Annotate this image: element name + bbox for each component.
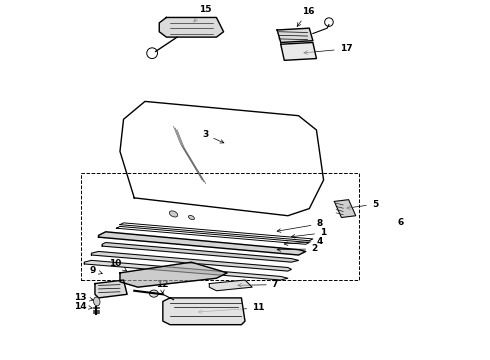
Text: 12: 12 [156, 280, 168, 293]
Ellipse shape [170, 211, 178, 217]
Text: 4: 4 [284, 237, 323, 246]
Text: 11: 11 [198, 303, 265, 314]
Text: 13: 13 [74, 293, 93, 302]
Polygon shape [120, 262, 227, 287]
Polygon shape [209, 280, 252, 291]
Polygon shape [92, 251, 292, 271]
Text: 5: 5 [347, 200, 378, 210]
Text: 6: 6 [397, 219, 404, 228]
Bar [81, 173, 359, 280]
Polygon shape [98, 232, 306, 255]
Polygon shape [281, 42, 317, 60]
Polygon shape [277, 28, 313, 42]
Text: 15: 15 [194, 5, 211, 22]
Ellipse shape [189, 215, 195, 220]
Text: 10: 10 [109, 259, 127, 271]
Polygon shape [163, 298, 245, 325]
Polygon shape [159, 18, 223, 37]
Polygon shape [102, 243, 298, 262]
Text: 16: 16 [297, 7, 315, 26]
Polygon shape [334, 200, 356, 217]
Text: 8: 8 [277, 220, 323, 232]
Polygon shape [95, 280, 127, 298]
Text: 2: 2 [277, 244, 318, 253]
Text: 3: 3 [202, 130, 224, 143]
Text: 17: 17 [304, 44, 352, 54]
Text: 1: 1 [292, 228, 326, 238]
Polygon shape [84, 260, 288, 280]
Text: 14: 14 [74, 302, 92, 311]
Text: 9: 9 [90, 266, 102, 275]
Ellipse shape [94, 297, 100, 306]
Text: 7: 7 [238, 280, 278, 289]
Ellipse shape [149, 290, 158, 297]
